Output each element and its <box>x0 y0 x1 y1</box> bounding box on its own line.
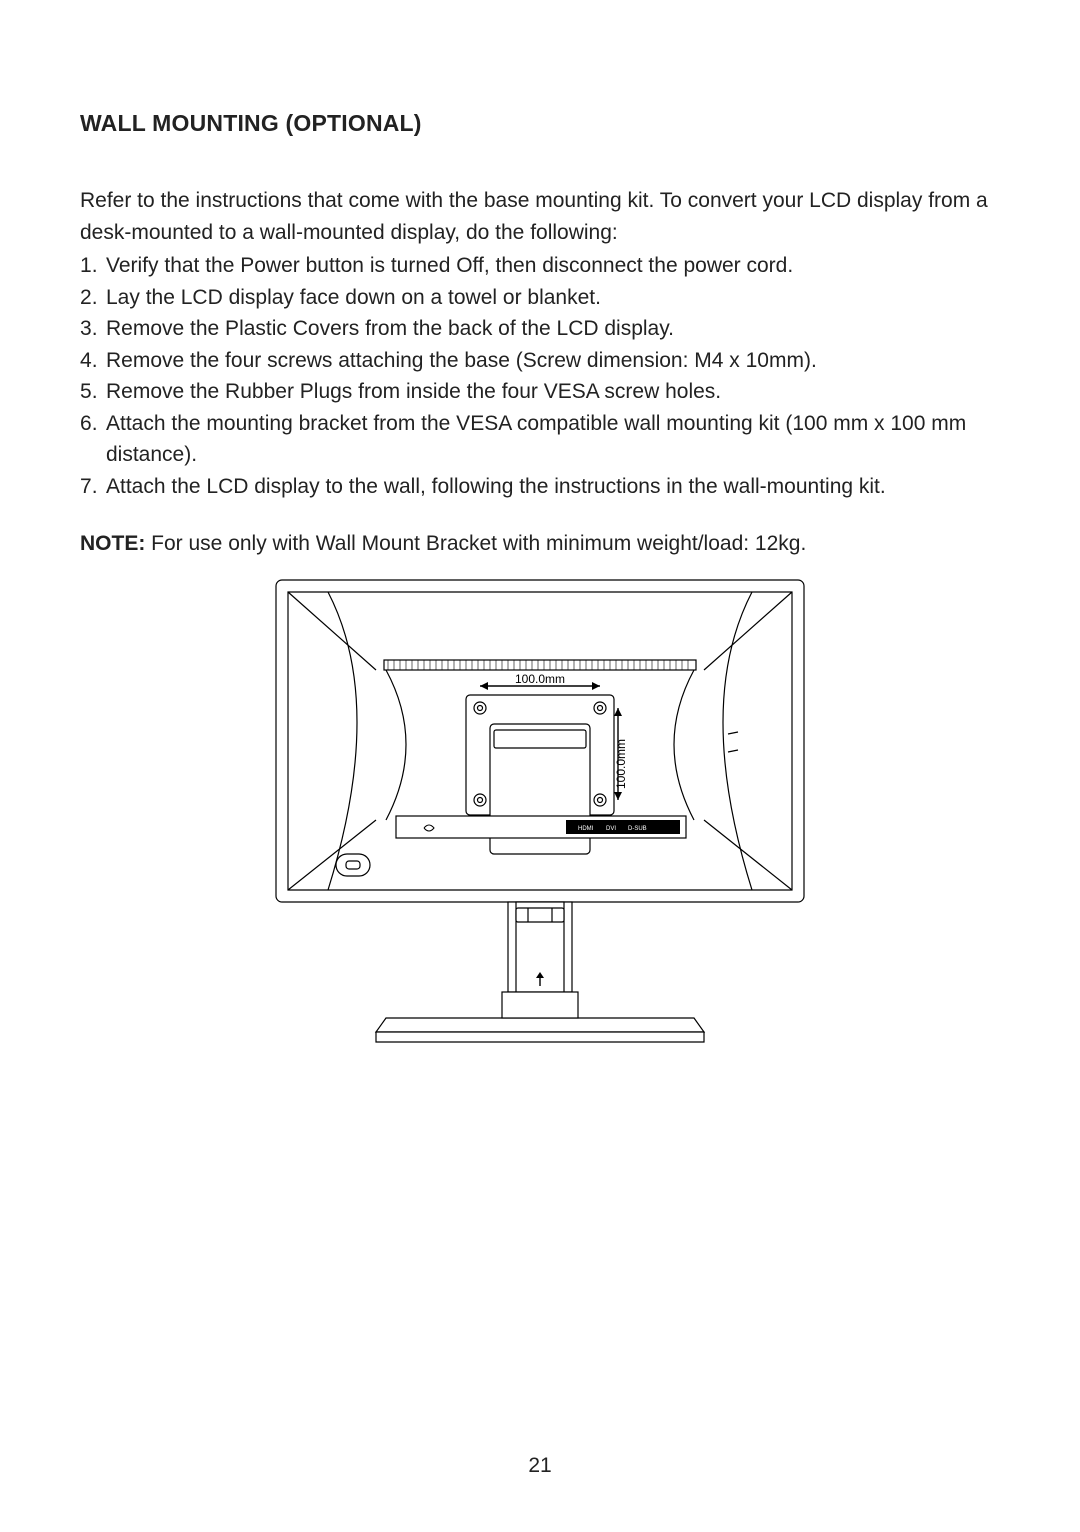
step-item: Attach the LCD display to the wall, foll… <box>80 471 1000 503</box>
figure-container: 100.0mm 100.0mm HDMI DVI D-SUB <box>80 574 1000 1054</box>
note-text: For use only with Wall Mount Bracket wit… <box>145 532 806 555</box>
svg-text:DVI: DVI <box>606 826 616 832</box>
svg-text:HDMI: HDMI <box>578 826 594 832</box>
step-item: Verify that the Power button is turned O… <box>80 250 1000 282</box>
step-item: Remove the four screws attaching the bas… <box>80 345 1000 377</box>
intro-paragraph: Refer to the instructions that come with… <box>80 185 1000 248</box>
monitor-rear-diagram: 100.0mm 100.0mm HDMI DVI D-SUB <box>266 574 814 1054</box>
step-item: Remove the Rubber Plugs from inside the … <box>80 376 1000 408</box>
page-number: 21 <box>0 1454 1080 1478</box>
svg-text:D-SUB: D-SUB <box>628 826 647 832</box>
steps-list: Verify that the Power button is turned O… <box>80 250 1000 502</box>
step-item: Remove the Plastic Covers from the back … <box>80 313 1000 345</box>
note-label: NOTE: <box>80 532 145 555</box>
note-paragraph: NOTE: For use only with Wall Mount Brack… <box>80 528 1000 560</box>
section-title: WALL MOUNTING (OPTIONAL) <box>80 110 1000 137</box>
svg-text:100.0mm: 100.0mm <box>614 738 628 788</box>
step-item: Lay the LCD display face down on a towel… <box>80 282 1000 314</box>
svg-text:100.0mm: 100.0mm <box>515 672 565 686</box>
step-item: Attach the mounting bracket from the VES… <box>80 408 1000 471</box>
